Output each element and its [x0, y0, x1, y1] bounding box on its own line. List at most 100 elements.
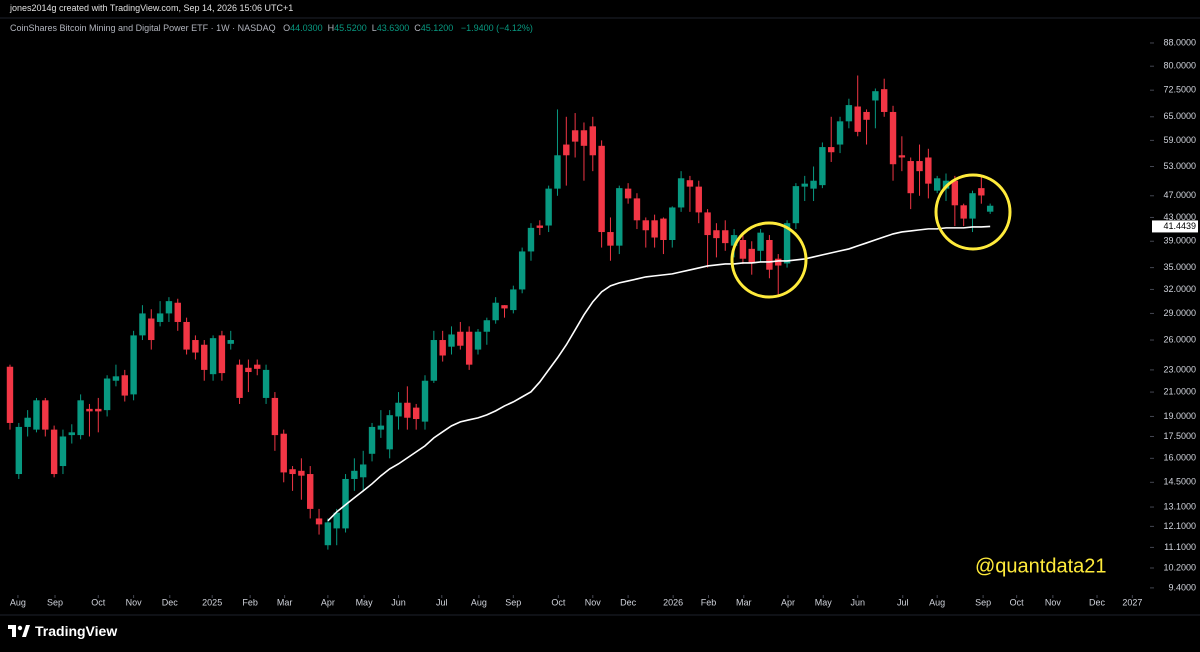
ohlc-value: 44.0300 [290, 23, 323, 33]
candle-body [633, 198, 641, 221]
symbol-title: CoinShares Bitcoin Mining and Digital Po… [10, 23, 276, 33]
candle-body [421, 380, 429, 422]
y-tick-label: 39.0000 [1163, 236, 1196, 246]
candle-body [24, 417, 31, 427]
candle-body [757, 232, 764, 251]
y-tick-label: 35.0000 [1163, 262, 1196, 272]
ohlc-key: H [327, 23, 335, 33]
x-tick-label: Jul [436, 597, 448, 607]
candle-body [324, 522, 332, 546]
candle-body [642, 220, 649, 231]
x-tick-label: May [815, 597, 833, 607]
candle-body [165, 301, 173, 314]
candle-body [571, 130, 579, 142]
candle-body [333, 512, 340, 529]
candle-body [227, 340, 234, 344]
highlight-circle [934, 173, 1012, 251]
candle-body [792, 186, 800, 224]
brand-name: TradingView [35, 623, 118, 639]
y-tick-label: 53.0000 [1163, 161, 1196, 171]
candle-body [430, 340, 438, 381]
candle-body [545, 188, 552, 226]
candle-body [863, 111, 870, 120]
candle-body [810, 180, 817, 189]
x-tick-label: Oct [551, 597, 566, 607]
x-tick-label: Oct [1010, 597, 1025, 607]
candle-body [748, 248, 755, 264]
candle-body [121, 375, 128, 396]
candle-body [183, 321, 190, 350]
candle-body [563, 144, 570, 156]
candle-body [686, 180, 694, 187]
candle-body [872, 91, 879, 101]
credit: jones2014g created with TradingView.com,… [10, 3, 294, 13]
x-tick-label: 2025 [202, 597, 222, 607]
ohlc-value: 45.5200 [334, 23, 367, 33]
candle-body [262, 369, 270, 398]
plot-area: 88.0000 80.0000 72.5000 65.0000 59.0000 53.00… [6, 37, 1196, 607]
x-tick-label: Aug [929, 597, 945, 607]
candle-body [501, 305, 508, 309]
y-tick-label: 72.5000 [1163, 85, 1196, 95]
candle-body [960, 205, 967, 219]
candle-body [33, 400, 40, 430]
x-tick-label: Feb [242, 597, 258, 607]
candle-body [192, 340, 199, 353]
candle-body [103, 378, 111, 411]
candle-body [342, 478, 349, 529]
candle-body [201, 344, 208, 370]
candle-body [315, 518, 323, 525]
last-value-box [1152, 220, 1198, 233]
x-tick-label: Dec [620, 597, 637, 607]
brand-logo [8, 625, 30, 637]
y-tick-label: 17.5000 [1163, 431, 1196, 441]
candle-body [42, 400, 49, 430]
x-tick-label: Dec [162, 597, 179, 607]
x-tick-label: Aug [471, 597, 487, 607]
candle-body [518, 251, 526, 290]
x-tick-label: Aug [10, 597, 26, 607]
candle-body [986, 205, 994, 212]
candle-body [739, 239, 747, 259]
moving-average-line [327, 225, 991, 522]
candle-body [209, 338, 217, 375]
x-tick-label: Nov [1045, 597, 1062, 607]
ohlc-value: 43.6300 [376, 23, 410, 33]
last-value-label: 41.4439 [1163, 221, 1196, 231]
candle-body [651, 220, 658, 238]
y-tick-label: 14.5000 [1163, 477, 1196, 487]
y-tick-label: 80.0000 [1163, 61, 1196, 71]
candle-body [457, 331, 464, 346]
y-tick-label: 12.1000 [1163, 521, 1196, 531]
candle-body [6, 366, 14, 423]
annotation: @quantdata21 [975, 555, 1107, 577]
candle-body [704, 212, 711, 236]
candle-body [907, 161, 914, 194]
candle-body [377, 425, 385, 430]
candle-body [254, 364, 261, 369]
y-tick-label: 47.0000 [1163, 190, 1196, 200]
candle-body [616, 188, 623, 246]
y-tick-label: 10.2000 [1163, 562, 1196, 572]
candle-body [307, 474, 314, 509]
x-tick-label: Sep [505, 597, 521, 607]
candle-body [156, 313, 164, 322]
candle-body [925, 157, 932, 184]
candle-body [589, 126, 596, 156]
candle-body [289, 469, 296, 475]
x-tick-label: Mar [736, 597, 752, 607]
ohlc-key: C [414, 23, 421, 33]
x-tick-label: Dec [1089, 597, 1106, 607]
candle-body [86, 408, 93, 412]
candle-body [236, 364, 243, 398]
y-tick-label: 43.0000 [1163, 212, 1196, 222]
candle-body [112, 376, 120, 381]
y-tick-label: 32.0000 [1163, 284, 1196, 294]
y-tick-label: 19.0000 [1163, 411, 1196, 421]
candle-body [624, 188, 632, 199]
candle-body [77, 400, 84, 436]
candle-body [465, 331, 473, 365]
y-tick-label: 26.0000 [1163, 334, 1196, 344]
